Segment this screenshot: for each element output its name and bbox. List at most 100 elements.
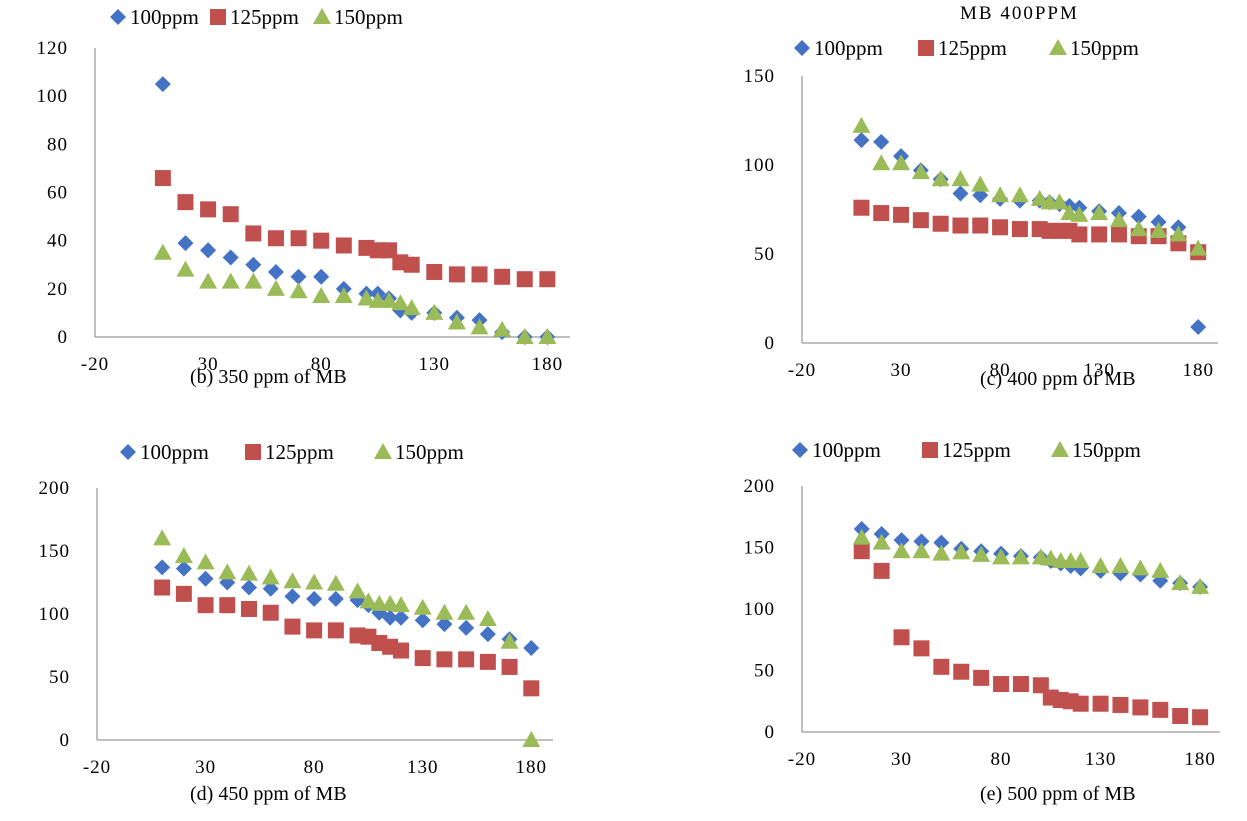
x-tick-label: 180 [1182, 360, 1214, 381]
data-point-125 [912, 212, 929, 229]
y-tick-label: 100 [39, 604, 71, 625]
data-point-100 [933, 534, 950, 551]
y-tick-label: 200 [39, 478, 71, 499]
x-tick-label: -20 [81, 354, 109, 375]
data-point-150 [1030, 189, 1049, 206]
legend-label-125: 125ppm [265, 440, 334, 464]
data-point-150 [1010, 186, 1029, 203]
data-point-125 [448, 266, 465, 283]
data-point-150 [266, 279, 285, 296]
chart-svg: 100ppm 125ppm 150ppm 0 50 100 150 200 -20 30 80 130… [39, 440, 553, 805]
chart-svg: 100ppm 125ppm 150ppm 0 20 40 60 80 100 120 -20 30 80… [37, 5, 570, 388]
data-point-125 [1091, 226, 1108, 243]
legend-marker-125 [210, 9, 226, 25]
data-point-150 [289, 282, 308, 299]
data-point-150 [892, 542, 911, 559]
chart-title: MB 400PPM [960, 3, 1079, 24]
data-point-150 [951, 170, 970, 187]
data-point-150 [435, 603, 454, 620]
data-point-150 [447, 313, 466, 330]
data-point-125 [494, 268, 511, 285]
legend-label-125: 125ppm [230, 5, 299, 29]
legend-label-125: 125ppm [942, 438, 1011, 462]
data-point-150 [153, 529, 172, 546]
y-tick-label: 50 [754, 244, 775, 265]
y-tick-label: 40 [47, 231, 68, 252]
data-point-150 [493, 320, 512, 337]
data-point-150 [500, 632, 519, 649]
data-point-150 [1169, 225, 1188, 242]
data-point-100 [222, 249, 239, 266]
data-point-150 [991, 186, 1010, 203]
y-tick-label: 50 [49, 667, 70, 688]
data-point-100 [262, 580, 279, 597]
chart-svg: MB 400PPM 100ppm 125ppm 150ppm 0 50 100 150 -20 3… [744, 3, 1218, 390]
data-point-125 [197, 597, 214, 614]
data-point-125 [335, 237, 352, 254]
data-point-125 [381, 242, 398, 259]
y-tick-label: 60 [47, 183, 68, 204]
data-point-150 [931, 170, 950, 187]
data-point-100 [267, 263, 284, 280]
y-tick-label: 0 [765, 333, 776, 354]
data-point-125 [200, 201, 217, 218]
data-point-150 [852, 116, 871, 133]
data-point-150 [413, 598, 432, 615]
y-tick-label: 50 [754, 661, 775, 682]
data-point-125 [1012, 676, 1029, 693]
y-tick-label: 80 [47, 134, 68, 155]
legend-marker-125 [918, 40, 934, 56]
data-point-150 [971, 175, 990, 192]
data-point-125 [972, 217, 989, 234]
data-point-150 [218, 563, 237, 580]
legend-label-150: 150ppm [395, 440, 464, 464]
data-point-150 [1189, 239, 1208, 256]
x-tick-label: 130 [1085, 749, 1117, 770]
data-point-150 [283, 572, 302, 589]
data-point-150 [240, 564, 258, 581]
data-point-125 [1192, 709, 1209, 726]
data-point-125 [933, 658, 950, 675]
legend-marker-125 [922, 442, 938, 458]
data-point-100 [853, 132, 870, 149]
chart-caption: (c) 400 ppm of MB [980, 368, 1136, 390]
legend-marker-100 [120, 444, 136, 460]
data-point-125 [952, 217, 969, 234]
data-point-125 [853, 543, 870, 560]
data-point-100 [284, 588, 301, 605]
data-point-150 [1171, 574, 1190, 591]
data-point-125 [267, 230, 284, 247]
data-point-125 [458, 651, 475, 668]
chart-panel-350ppm: 100ppm 125ppm 150ppm 0 20 40 60 80 100 120 -20 30 80… [0, 0, 600, 415]
legend-marker-150 [1049, 39, 1067, 55]
data-point-100 [306, 590, 323, 607]
x-tick-label: 180 [532, 354, 564, 375]
data-point-150 [972, 545, 991, 562]
data-point-125 [262, 604, 279, 621]
legend-marker-100 [794, 40, 810, 56]
data-point-100 [1190, 318, 1207, 335]
data-point-125 [222, 206, 239, 223]
legend-label-150: 150ppm [334, 5, 403, 29]
data-point-150 [359, 592, 378, 609]
data-point-150 [1071, 552, 1090, 569]
data-point-125 [426, 263, 443, 280]
legend-label-100: 100ppm [814, 36, 883, 60]
data-point-150 [425, 303, 444, 320]
data-point-100 [414, 612, 431, 629]
data-point-150 [391, 294, 410, 311]
data-point-125 [1071, 226, 1088, 243]
x-tick-label: 80 [990, 360, 1011, 381]
x-tick-label: 130 [1083, 360, 1115, 381]
data-point-100 [200, 242, 217, 259]
data-point-150 [522, 731, 541, 747]
y-tick-label: 20 [47, 279, 68, 300]
x-tick-label: 30 [891, 360, 912, 381]
data-point-150 [368, 291, 387, 308]
data-point-125 [393, 642, 409, 659]
data-point-100 [197, 570, 214, 587]
y-tick-label: 0 [58, 327, 69, 348]
data-point-150 [470, 318, 489, 335]
chart-caption: (d) 450 ppm of MB [190, 783, 347, 805]
legend-label-100: 100ppm [130, 5, 199, 29]
